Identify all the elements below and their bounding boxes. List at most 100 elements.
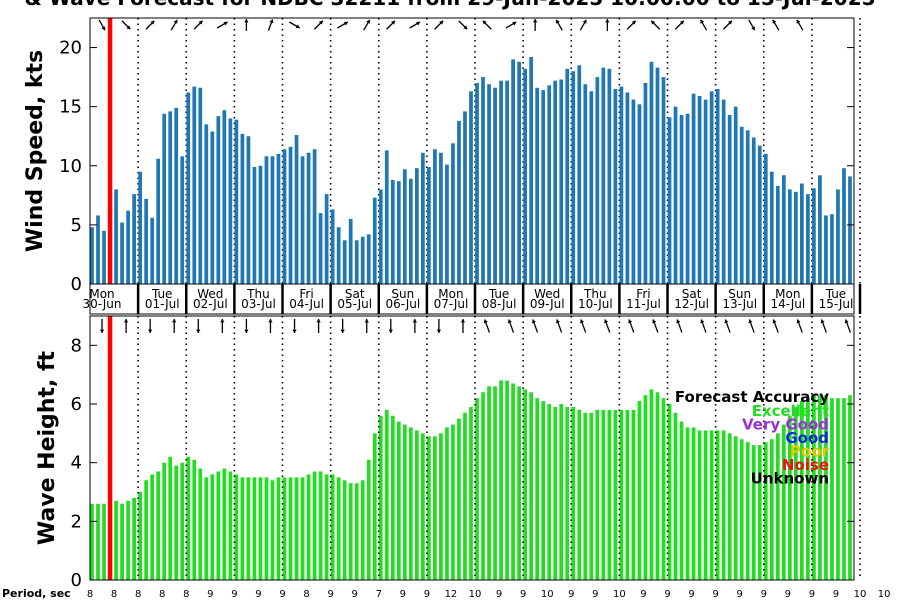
wave-height-bar <box>505 380 509 580</box>
wave-direction-arrow-head <box>99 329 105 333</box>
wave-height-bar <box>102 503 106 580</box>
day-label-date: 13-Jul <box>722 297 757 311</box>
wind-speed-bar <box>793 191 798 284</box>
wind-speed-bar <box>691 93 696 284</box>
wind-direction-arrow-head <box>318 20 323 25</box>
day-label-dow: Fri <box>636 287 650 301</box>
wave-height-bar <box>685 427 690 580</box>
wind-speed-bar <box>812 188 816 284</box>
wind-speed-bar <box>342 240 347 284</box>
wave-direction-arrow-head <box>364 319 369 323</box>
period-value: 9 <box>255 589 261 600</box>
wind-speed-bar <box>114 189 118 284</box>
period-value: 8 <box>303 589 309 600</box>
wave-height-bar <box>222 468 227 580</box>
day-label-dow: Tue <box>151 287 173 301</box>
day-labels-strip: Mon30-JunTue01-JulWed02-JulThu03-JulFri0… <box>82 283 862 315</box>
wind-speed-bar <box>487 84 491 285</box>
day-label-date: 15-Jul <box>819 297 854 311</box>
wind-speed-bar <box>607 68 612 284</box>
wave-bars <box>90 380 852 580</box>
wave-height-bar <box>90 503 94 580</box>
wave-height-bar <box>715 430 720 580</box>
wave-direction-arrow-head <box>220 319 225 323</box>
period-value: 8 <box>135 589 141 600</box>
wave-height-bar <box>493 386 497 580</box>
day-label-date: 08-Jul <box>482 297 517 311</box>
wind-speed-bar <box>619 86 624 285</box>
legend-entry: Very Good <box>742 416 829 434</box>
wind-speed-bar <box>481 77 485 284</box>
wind-speed-bar <box>439 152 443 284</box>
wind-speed-bar <box>427 166 431 284</box>
wind-direction-arrow-head <box>482 20 487 25</box>
wave-height-bar <box>451 424 455 580</box>
wind-direction-arrow-head <box>796 19 801 24</box>
day-label-dow: Sat <box>345 287 365 301</box>
wind-direction-arrow-head <box>631 20 636 25</box>
wind-speed-bar <box>120 222 124 284</box>
wind-direction-arrow-head <box>173 19 178 24</box>
wind-speed-bar <box>270 156 275 284</box>
wind-speed-bar <box>192 86 197 285</box>
day-label-date: 02-Jul <box>193 297 228 311</box>
wave-height-bar <box>439 433 443 580</box>
wind-y-tick-label: 15 <box>59 97 82 118</box>
wave-height-bar <box>806 398 810 580</box>
wind-speed-bar <box>559 79 564 284</box>
wind-speed-bar <box>463 111 467 284</box>
wave-height-bar <box>583 412 588 580</box>
wind-speed-bar <box>824 215 828 284</box>
wave-height-bar <box>745 442 750 580</box>
day-label-date: 12-Jul <box>674 297 709 311</box>
wind-direction-arrow-head <box>772 19 777 24</box>
wind-speed-bar <box>637 104 642 285</box>
wave-height-bar <box>541 401 546 580</box>
wave-height-bar <box>511 383 515 580</box>
wave-height-bar <box>475 398 479 580</box>
wind-speed-bar <box>667 117 672 284</box>
wave-height-bar <box>763 442 768 580</box>
wave-height-bar <box>96 503 100 580</box>
wave-height-bar <box>282 477 287 580</box>
wave-direction-arrow-head <box>796 319 801 324</box>
wind-speed-bar <box>378 189 383 284</box>
wave-height-bar <box>216 471 221 580</box>
day-label-dow: Mon <box>438 287 463 301</box>
wave-height-bar <box>607 409 612 580</box>
wind-speed-bar <box>144 198 149 284</box>
wind-speed-bar <box>156 158 161 284</box>
wind-direction-arrow-head <box>728 20 732 25</box>
wind-speed-bar <box>775 185 780 284</box>
legend-entry: Good <box>785 429 829 447</box>
wind-speed-bar <box>384 150 389 284</box>
period-value: 7 <box>376 589 382 600</box>
wind-y-tick-label: 0 <box>71 274 82 295</box>
day-label-date: 11-Jul <box>626 297 661 311</box>
wave-height-bar <box>427 436 431 580</box>
day-label-dow: Tue <box>488 287 510 301</box>
period-value: 8 <box>87 589 93 600</box>
wave-height-bar <box>836 398 840 580</box>
legend-entry: Unknown <box>751 470 829 488</box>
wind-direction-arrows <box>98 19 804 31</box>
wind-direction-arrow-head <box>101 26 106 31</box>
day-label-date: 03-Jul <box>241 297 276 311</box>
wind-speed-bar <box>210 131 215 284</box>
wind-speed-bar <box>451 143 455 284</box>
wave-height-bar <box>848 395 852 580</box>
period-value: 8 <box>183 589 189 600</box>
wind-direction-arrow-head <box>700 19 705 24</box>
wave-y-tick-label: 4 <box>71 453 82 474</box>
wave-height-bar <box>457 418 461 580</box>
period-value: 9 <box>761 589 767 600</box>
wave-height-bar <box>348 483 353 580</box>
wind-y-axis-label: Wind Speed, kts <box>23 50 48 252</box>
legend-entry: Noise <box>782 456 829 474</box>
wind-speed-bar <box>505 80 509 284</box>
period-value: 9 <box>712 589 718 600</box>
wave-height-bar <box>571 406 576 580</box>
wave-height-bar <box>132 497 136 580</box>
wind-speed-bar <box>649 61 654 285</box>
